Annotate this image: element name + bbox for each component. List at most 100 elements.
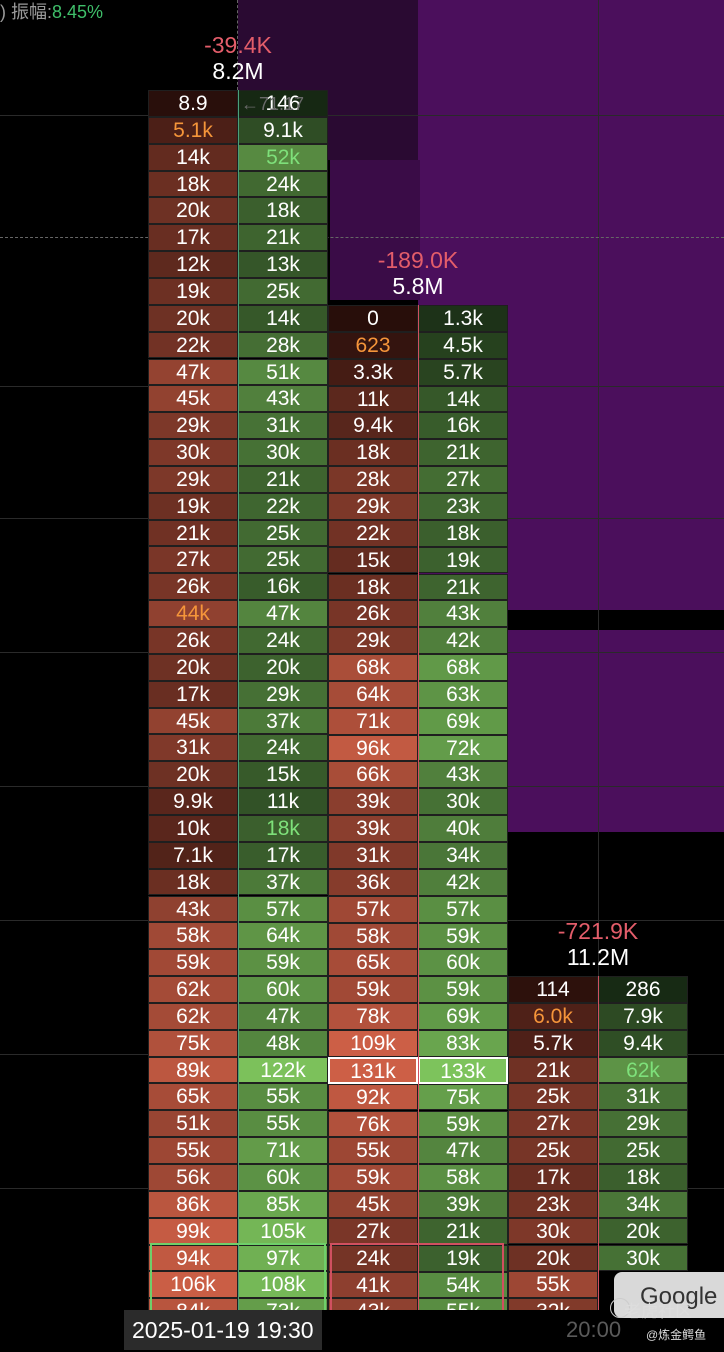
bid-volume-cell: 17k: [148, 680, 238, 708]
ask-volume-cell: 47k: [238, 600, 328, 627]
ask-volume-cell: 19k: [418, 1244, 508, 1272]
ask-volume-cell: 108k: [238, 1271, 328, 1299]
ask-volume-cell: 18k: [598, 1163, 688, 1191]
ask-volume-cell: 51k: [238, 358, 328, 386]
value-area-box: [330, 1243, 504, 1313]
crosshair-date-label: 2025-01-19 19:30: [124, 1310, 322, 1350]
ask-volume-cell: 11k: [238, 788, 328, 815]
bid-volume-cell: 41k: [328, 1271, 418, 1299]
ask-volume-cell: 18k: [238, 197, 328, 225]
bar-header: -189.0K 5.8M: [328, 247, 508, 299]
bid-volume-cell: 15k: [328, 546, 418, 574]
ask-volume-cell: 72k: [418, 734, 508, 762]
bid-volume-cell: 12k: [148, 251, 238, 278]
ask-volume-cell: 83k: [418, 1029, 508, 1057]
bid-volume-cell: 5.7k: [508, 1029, 598, 1057]
ask-volume-cell: 122k: [238, 1056, 328, 1084]
bid-volume-cell: 99k: [148, 1217, 238, 1245]
ask-volume-cell: 18k: [418, 519, 508, 547]
ask-volume-cell: 9.4k: [598, 1029, 688, 1057]
ask-volume-cell: 9.1k: [238, 116, 328, 144]
bar-volume: 8.2M: [212, 58, 264, 84]
ask-volume-cell: 24k: [238, 627, 328, 654]
bid-volume-cell: 22k: [148, 331, 238, 359]
bid-volume-cell: 26k: [148, 627, 238, 654]
bid-volume-cell: 106k: [148, 1271, 238, 1299]
bid-volume-cell: 39k: [328, 815, 418, 842]
ask-volume-cell: 39k: [418, 1191, 508, 1218]
bid-volume-cell: 23k: [508, 1190, 598, 1218]
ask-volume-cell: 28k: [238, 331, 328, 359]
bid-volume-cell: 30k: [148, 439, 238, 466]
bid-volume-cell: 45k: [148, 385, 238, 413]
bid-volume-cell: 22k: [328, 519, 418, 547]
bid-volume-cell: 26k: [328, 600, 418, 628]
bid-volume-cell: 29k: [328, 492, 418, 520]
ask-volume-cell: 29k: [238, 680, 328, 708]
ask-volume-cell: 146: [238, 90, 328, 117]
ask-volume-cell: 21k: [418, 439, 508, 467]
ask-volume-cell: 59k: [418, 1110, 508, 1138]
ask-volume-cell: 1.3k: [418, 305, 508, 332]
watermark-brand: 老虎社区: [610, 1297, 692, 1322]
ask-volume-cell: 37k: [238, 868, 328, 896]
bid-volume-cell: 25k: [508, 1137, 598, 1164]
bid-volume-cell: 29k: [328, 627, 418, 655]
ask-volume-cell: 22k: [238, 492, 328, 520]
ask-volume-cell: 15k: [238, 761, 328, 789]
price-zone-lower: [508, 630, 724, 832]
bid-volume-cell: 59k: [148, 949, 238, 977]
ask-volume-cell: 31k: [598, 1083, 688, 1111]
ask-volume-cell: 62k: [598, 1056, 688, 1084]
bid-volume-cell: 21k: [148, 519, 238, 547]
bid-volume-cell: 19k: [148, 277, 238, 305]
ask-volume-cell: 5.7k: [418, 358, 508, 386]
bid-volume-cell: 36k: [328, 868, 418, 896]
price-zone-mid: [330, 160, 420, 300]
ask-volume-cell: 105k: [238, 1217, 328, 1245]
ask-volume-cell: 40k: [418, 815, 508, 842]
ask-volume-cell: 60k: [238, 1164, 328, 1191]
bid-volume-cell: 51k: [148, 1110, 238, 1138]
ask-volume-cell: 30k: [418, 788, 508, 816]
ask-volume-cell: 48k: [238, 1029, 328, 1057]
bar-volume: 11.2M: [566, 944, 630, 970]
bar-header: -39.4K 8.2M: [148, 32, 328, 84]
ask-volume-cell: 63k: [418, 680, 508, 708]
bid-volume-cell: 30k: [508, 1217, 598, 1245]
bid-volume-cell: 78k: [328, 1003, 418, 1030]
bid-volume-cell: 9.4k: [328, 412, 418, 440]
ask-volume-cell: 13k: [238, 251, 328, 278]
bid-volume-cell: 58k: [328, 922, 418, 950]
ask-volume-cell: 25k: [238, 277, 328, 305]
ask-volume-cell: 14k: [418, 385, 508, 413]
ask-volume-cell: 60k: [418, 949, 508, 977]
bid-volume-cell: 45k: [328, 1191, 418, 1218]
ask-volume-cell: 34k: [598, 1190, 688, 1218]
ask-volume-cell: 21k: [418, 573, 508, 601]
ask-volume-cell: 29k: [598, 1110, 688, 1138]
crosshair-horizontal: [0, 237, 724, 238]
ask-volume-cell: 23k: [418, 492, 508, 520]
ask-volume-cell: 75k: [418, 1083, 508, 1111]
bid-volume-cell: 109k: [328, 1029, 418, 1057]
bar-volume: 5.8M: [392, 273, 444, 299]
bid-volume-cell: 131k: [328, 1056, 418, 1084]
bid-volume-cell: 623: [328, 331, 418, 359]
bid-volume-cell: 58k: [148, 922, 238, 950]
ask-volume-cell: 21k: [418, 1217, 508, 1245]
bar-center-line: [598, 976, 599, 1310]
google-button[interactable]: Google: [614, 1272, 724, 1318]
bid-volume-cell: 59k: [328, 976, 418, 1004]
bid-volume-cell: 14k: [148, 143, 238, 171]
bid-volume-cell: 28k: [328, 466, 418, 493]
bid-volume-cell: 45k: [148, 707, 238, 735]
ask-volume-cell: 52k: [238, 143, 328, 171]
ask-volume-cell: 59k: [418, 922, 508, 950]
ask-volume-cell: 37k: [238, 707, 328, 735]
ask-volume-cell: 4.5k: [418, 331, 508, 359]
bid-volume-cell: 18k: [148, 170, 238, 198]
bid-volume-cell: 64k: [328, 680, 418, 708]
bar-delta: -39.4K: [204, 32, 272, 58]
